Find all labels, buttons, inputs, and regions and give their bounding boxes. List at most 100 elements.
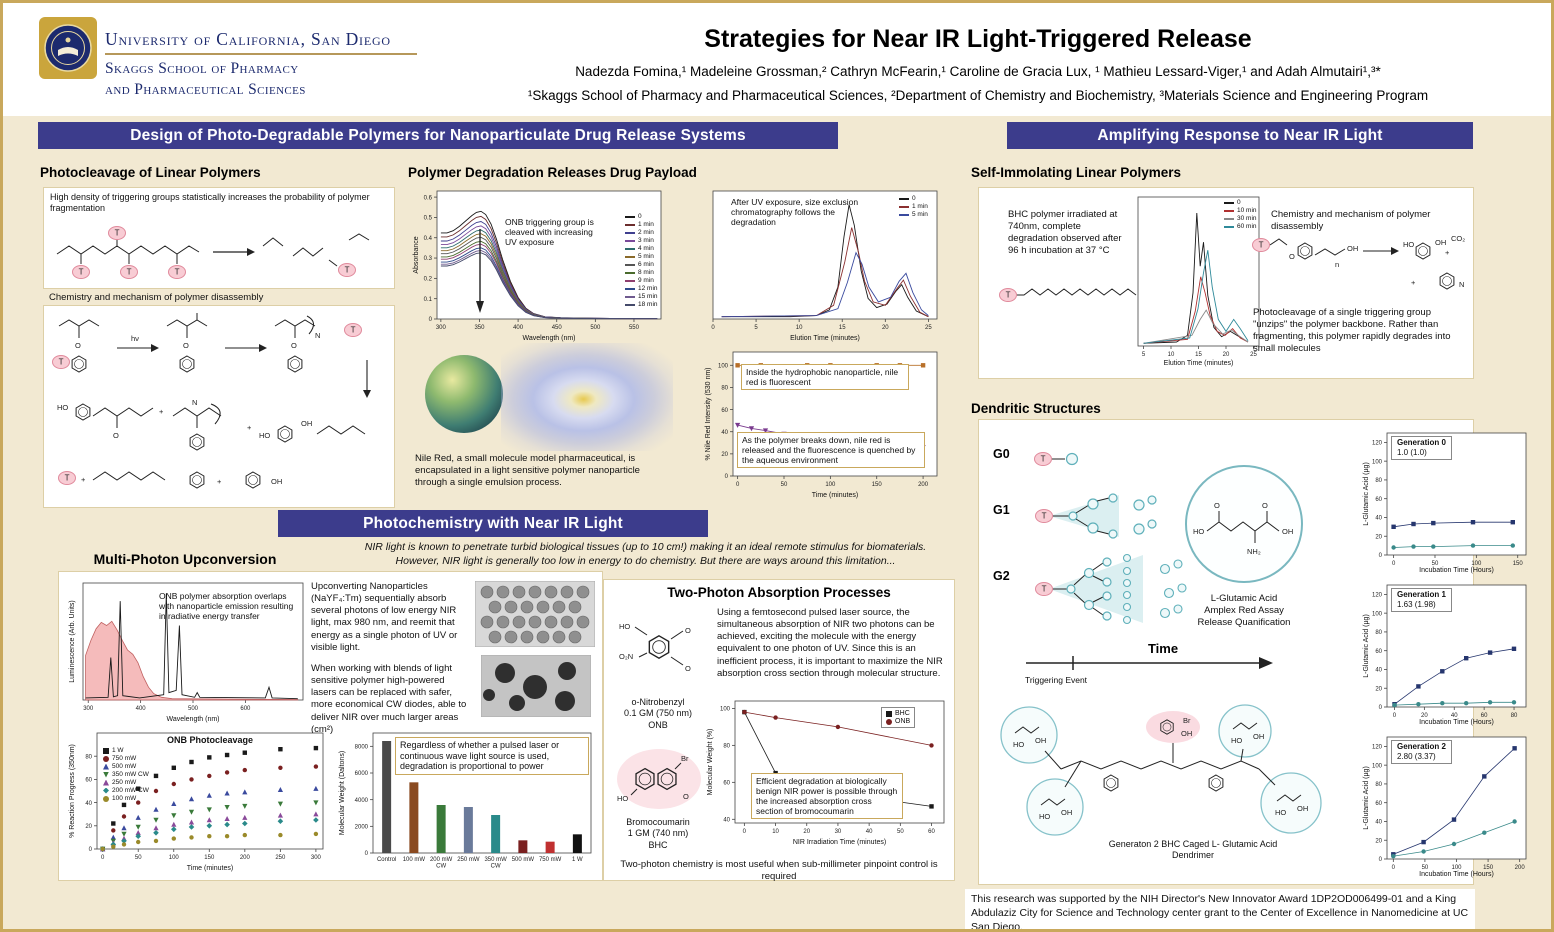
svg-text:0: 0 — [711, 325, 715, 331]
svg-text:1 W: 1 W — [572, 857, 583, 863]
svg-text:% Reaction Progress (350nm): % Reaction Progress (350nm) — [69, 744, 76, 838]
svg-text:600: 600 — [240, 706, 251, 712]
svg-text:CW: CW — [491, 864, 501, 870]
svg-text:120: 120 — [1372, 593, 1383, 599]
svg-text:40: 40 — [723, 818, 730, 824]
svg-text:+: + — [217, 477, 222, 486]
svg-text:80: 80 — [1511, 713, 1518, 719]
header-band — [3, 3, 1551, 116]
svg-text:120: 120 — [1372, 745, 1383, 751]
svg-text:50: 50 — [1432, 561, 1439, 567]
svg-text:0: 0 — [743, 829, 747, 835]
svg-text:20: 20 — [85, 824, 92, 830]
svg-text:O: O — [291, 341, 297, 350]
svg-text:8000: 8000 — [355, 745, 369, 751]
svg-text:O: O — [183, 341, 189, 350]
onb-gm: 0.1 GM (750 nm) — [623, 708, 693, 719]
svg-text:40: 40 — [1375, 516, 1382, 522]
twophoton-chart-block: 0 10 20 30 40 50 60 40 60 80 100 Molecular Weight (… — [705, 697, 950, 847]
uv-decrease-arrow-icon — [476, 229, 484, 313]
gen2-chart-block: 0 50 100 150 200 0 20 40 60 80 100 120 L-Glutamic Ac… — [1361, 733, 1531, 879]
svg-text:O: O — [1262, 501, 1268, 510]
svg-text:350: 350 — [474, 325, 485, 331]
nanoparticle-fluorescence-image — [501, 343, 673, 451]
selfimmolating-text1: BHC polymer irradiated at 740nm, complet… — [1008, 209, 1122, 257]
svg-text:100: 100 — [1451, 865, 1462, 871]
bhc-polymer-chain — [999, 288, 1137, 302]
bhc-caption: Bromocoumarin 1 GM (740 nm) BHC — [603, 817, 713, 851]
svg-text:HO: HO — [617, 794, 628, 803]
svg-text:300: 300 — [311, 855, 322, 861]
svg-text:250: 250 — [275, 855, 286, 861]
university-wordmark: University of California, San Diego — [105, 29, 391, 49]
svg-text:OH: OH — [1253, 732, 1264, 741]
g0-structure — [1034, 452, 1079, 466]
svg-text:Br: Br — [681, 754, 689, 763]
sec2-chart-block: 5 10 15 20 25 Elution Time (minutes) 0 10 min 3… — [1128, 193, 1263, 368]
mwbar-annotation: Regardless of whether a pulsed laser or … — [395, 737, 589, 775]
tem-image-nanoparticles — [475, 581, 595, 647]
ucsd-seal-logo — [39, 17, 97, 79]
svg-text:550: 550 — [629, 325, 640, 331]
upconversion-text2: When working with blends of light sensit… — [311, 663, 467, 735]
gen0-value: 1.0 (1.0) — [1397, 448, 1427, 457]
svg-text:n: n — [1335, 260, 1339, 269]
svg-text:80: 80 — [1375, 782, 1382, 788]
svg-text:O: O — [683, 792, 689, 801]
heading-twophoton: Two-Photon Absorption Processes — [667, 585, 891, 600]
heading-dendritic: Dendritic Structures — [971, 401, 1101, 416]
gen1-title-box: Generation 1 1.63 (1.98) — [1391, 588, 1452, 612]
twophoton-annotation: Efficient degradation at biologically be… — [751, 773, 903, 820]
glu-caption-line3: Release Quanification — [1197, 616, 1291, 628]
svg-text:O: O — [1214, 501, 1220, 510]
photocleave-legend: 1 W 750 mW 500 mW 350 mW CW 250 mW 200 mW CW 1… — [103, 747, 149, 802]
unzipping-scheme: O OH n HO OH + CO₂ N + — [1252, 234, 1465, 290]
svg-text:250 mW: 250 mW — [457, 857, 480, 863]
svg-text:80: 80 — [721, 386, 728, 392]
svg-text:50: 50 — [1422, 865, 1429, 871]
svg-text:Incubation Time (Hours): Incubation Time (Hours) — [1419, 871, 1494, 878]
nanoparticle-sphere-image — [425, 355, 503, 433]
svg-text:300: 300 — [83, 706, 94, 712]
svg-text:15: 15 — [839, 325, 846, 331]
svg-text:+: + — [1411, 278, 1416, 287]
svg-text:100: 100 — [1372, 459, 1383, 465]
svg-text:hν: hν — [131, 334, 139, 343]
svg-text:80: 80 — [85, 754, 92, 760]
svg-text:0.6: 0.6 — [424, 195, 433, 201]
svg-text:OH: OH — [1282, 527, 1293, 536]
svg-text:25: 25 — [1250, 352, 1257, 358]
svg-text:HO: HO — [1013, 740, 1024, 749]
lumin-chart-block: 300 400 500 600 Luminescence (Arb. Units) Wav… — [67, 579, 307, 724]
svg-text:N: N — [192, 398, 197, 407]
time-arrow-icon — [1026, 656, 1273, 670]
svg-text:0.5: 0.5 — [424, 216, 433, 222]
svg-text:20: 20 — [1421, 713, 1428, 719]
svg-text:+: + — [1445, 248, 1450, 257]
svg-text:20: 20 — [1375, 534, 1382, 540]
lumin-chart: 300 400 500 600 Luminescence (Arb. Units) Wav… — [69, 582, 304, 723]
nilered-annotation-1: Inside the hydrophobic nanoparticle, nil… — [741, 364, 909, 391]
gen0-title: Generation 0 — [1397, 438, 1446, 447]
gen2-value: 2.80 (3.37) — [1397, 752, 1436, 761]
svg-text:% Nile Red Intensity (530 nm): % Nile Red Intensity (530 nm) — [705, 368, 712, 461]
svg-text:200 mW: 200 mW — [430, 857, 453, 863]
svg-text:Absorbance: Absorbance — [413, 236, 420, 273]
svg-text:2000: 2000 — [355, 825, 369, 831]
sec2-chart: 5 10 15 20 25 Elution Time (minutes) — [1137, 196, 1260, 367]
svg-text:200: 200 — [918, 482, 929, 488]
svg-text:0: 0 — [101, 855, 105, 861]
svg-text:150: 150 — [872, 482, 883, 488]
svg-text:0: 0 — [1392, 561, 1396, 567]
svg-text:200: 200 — [240, 855, 251, 861]
svg-text:Control: Control — [377, 857, 396, 863]
triggering-event-label: Triggering Event — [1025, 675, 1088, 685]
svg-text:0.2: 0.2 — [424, 277, 433, 283]
svg-text:Time (minutes): Time (minutes) — [187, 865, 233, 872]
affiliations-line: ¹Skaggs School of Pharmacy and Pharmaceu… — [527, 88, 1429, 103]
svg-text:0: 0 — [1393, 713, 1397, 719]
bhc-gm: 1 GM (740 nm) — [627, 828, 689, 839]
svg-text:80: 80 — [723, 744, 730, 750]
